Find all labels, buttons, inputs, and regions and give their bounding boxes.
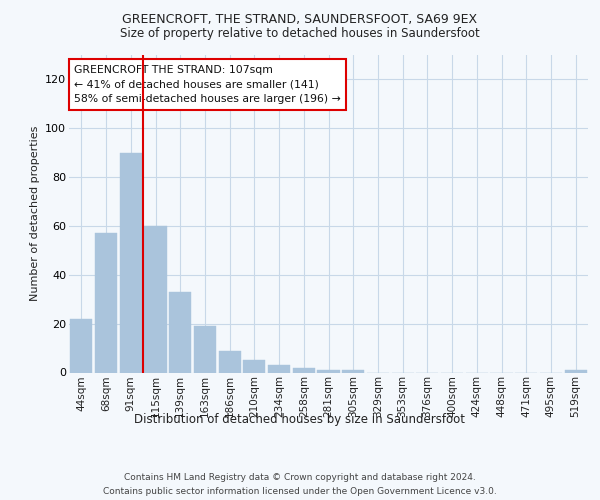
Text: Contains HM Land Registry data © Crown copyright and database right 2024.: Contains HM Land Registry data © Crown c… bbox=[124, 472, 476, 482]
Bar bbox=[145, 226, 167, 372]
Y-axis label: Number of detached properties: Number of detached properties bbox=[29, 126, 40, 302]
Bar bbox=[70, 319, 92, 372]
Bar bbox=[119, 152, 142, 372]
Text: GREENCROFT, THE STRAND, SAUNDERSFOOT, SA69 9EX: GREENCROFT, THE STRAND, SAUNDERSFOOT, SA… bbox=[122, 12, 478, 26]
Bar bbox=[95, 234, 117, 372]
Bar bbox=[169, 292, 191, 372]
Text: Distribution of detached houses by size in Saundersfoot: Distribution of detached houses by size … bbox=[134, 412, 466, 426]
Bar bbox=[565, 370, 587, 372]
Bar bbox=[268, 365, 290, 372]
Bar bbox=[194, 326, 216, 372]
Bar bbox=[342, 370, 364, 372]
Bar bbox=[243, 360, 265, 372]
Bar bbox=[218, 350, 241, 372]
Bar bbox=[317, 370, 340, 372]
Text: Size of property relative to detached houses in Saundersfoot: Size of property relative to detached ho… bbox=[120, 28, 480, 40]
Bar bbox=[293, 368, 315, 372]
Text: GREENCROFT THE STRAND: 107sqm
← 41% of detached houses are smaller (141)
58% of : GREENCROFT THE STRAND: 107sqm ← 41% of d… bbox=[74, 64, 341, 104]
Text: Contains public sector information licensed under the Open Government Licence v3: Contains public sector information licen… bbox=[103, 488, 497, 496]
